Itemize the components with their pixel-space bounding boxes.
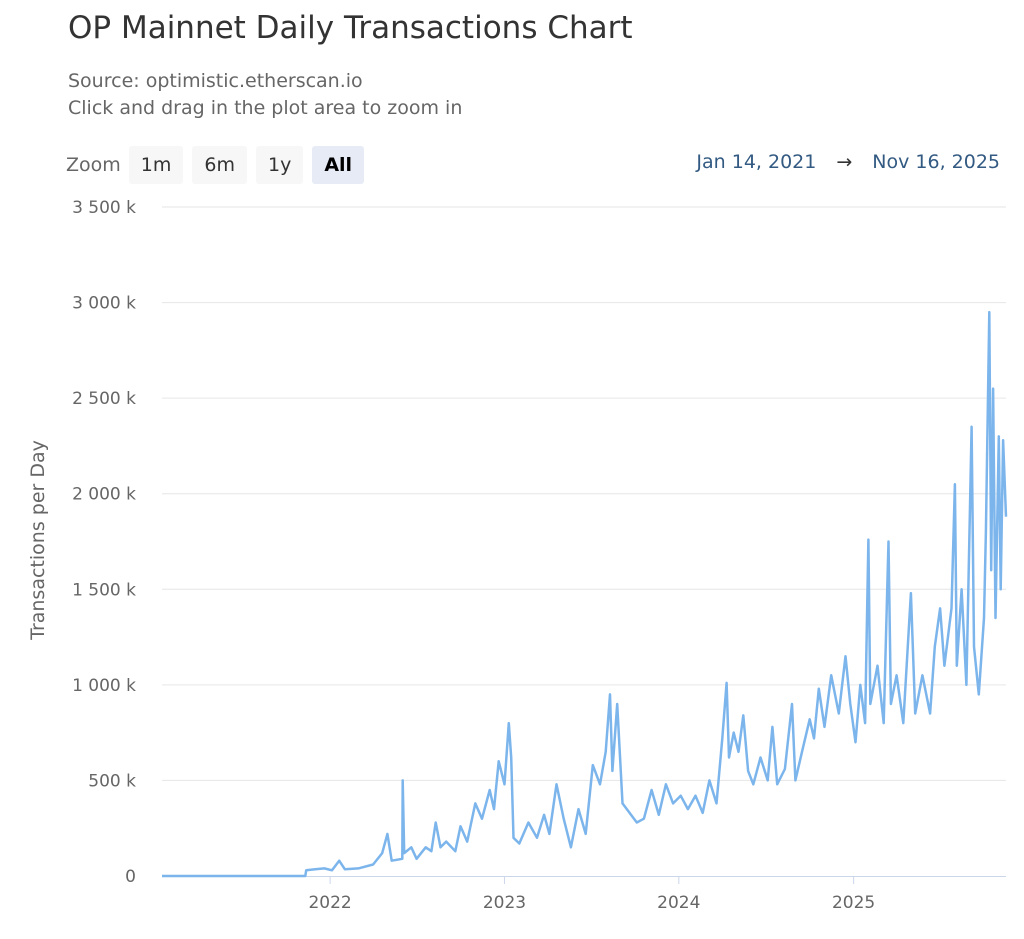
zoom-1m-button[interactable]: 1m (128, 146, 184, 184)
zoom-1y-button[interactable]: 1y (256, 146, 304, 184)
zoom-selector: Zoom 1m 6m 1y All (66, 146, 373, 184)
chart-title: OP Mainnet Daily Transactions Chart (68, 10, 633, 46)
y-tick-label: 0 (125, 867, 136, 887)
range-arrow-icon: → (836, 151, 853, 173)
y-axis-tick-labels: 0 500 k 1 000 k 1 500 k 2 000 k 2 500 k 3 000 … (72, 198, 136, 887)
x-tick-label: 2024 (657, 893, 700, 913)
zoom-all-button[interactable]: All (312, 146, 365, 184)
y-tick-label: 3 000 k (72, 294, 136, 314)
x-tick-label: 2022 (308, 893, 351, 913)
x-axis-tick-labels: 2022 2023 2024 2025 (308, 876, 875, 913)
range-from-date[interactable]: Jan 14, 2021 (696, 151, 817, 173)
y-tick-label: 1 500 k (72, 580, 136, 600)
chart-subtitle: Source: optimistic.etherscan.io Click an… (68, 68, 462, 122)
y-tick-label: 500 k (88, 771, 136, 791)
y-tick-label: 3 500 k (72, 198, 136, 218)
x-tick-label: 2025 (832, 893, 875, 913)
range-to-date[interactable]: Nov 16, 2025 (872, 151, 1000, 173)
y-tick-label: 2 500 k (72, 389, 136, 409)
zoom-hint-text: Click and drag in the plot area to zoom … (68, 97, 463, 119)
y-tick-label: 1 000 k (72, 676, 136, 696)
zoom-label: Zoom (66, 154, 121, 176)
series-line-transactions (162, 310, 1008, 878)
y-tick-label: 2 000 k (72, 485, 136, 505)
zoom-6m-button[interactable]: 6m (192, 146, 247, 184)
x-tick-label: 2023 (483, 893, 526, 913)
date-range: Jan 14, 2021 → Nov 16, 2025 (696, 151, 1000, 173)
source-text: Source: optimistic.etherscan.io (68, 70, 363, 92)
y-axis-title: Transactions per Day (27, 440, 49, 641)
